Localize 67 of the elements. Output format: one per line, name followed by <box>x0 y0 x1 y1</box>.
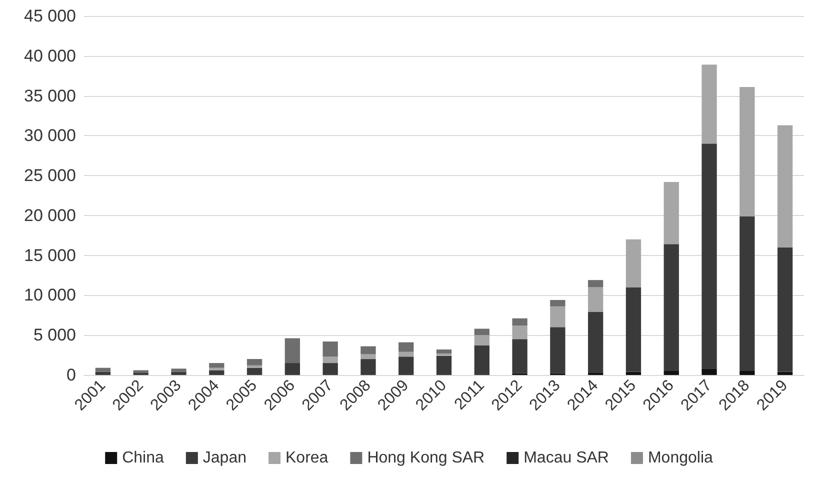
bar <box>550 300 566 306</box>
bar <box>95 372 111 375</box>
bar <box>626 239 642 288</box>
legend-label: Macau SAR <box>524 450 609 466</box>
y-tick-label: 30 000 <box>24 126 76 146</box>
y-tick-label: 0 <box>66 366 76 384</box>
legend-label: Hong Kong SAR <box>367 450 485 466</box>
bar <box>436 356 452 375</box>
bar <box>398 352 414 357</box>
y-tick-label: 15 000 <box>24 246 76 265</box>
bar <box>284 363 300 375</box>
bar <box>360 359 376 375</box>
bar <box>246 359 262 366</box>
bar <box>246 368 262 375</box>
bar <box>398 342 414 352</box>
y-tick-label: 10 000 <box>24 286 76 305</box>
bar <box>512 318 528 326</box>
legend-label: Mongolia <box>648 450 713 466</box>
legend-label: Japan <box>202 450 246 466</box>
y-tick-label: 20 000 <box>24 206 76 225</box>
legend-label: Korea <box>286 450 328 466</box>
bar <box>740 216 755 372</box>
bar <box>436 353 452 356</box>
bar <box>284 338 300 364</box>
bar <box>209 363 224 368</box>
bar <box>702 64 717 144</box>
bar <box>550 306 566 328</box>
bar <box>246 365 262 368</box>
bar <box>171 372 186 375</box>
bar <box>360 354 376 360</box>
y-tick-label: 25 000 <box>24 166 76 186</box>
bar <box>171 368 186 372</box>
bar <box>777 125 793 248</box>
bar <box>133 370 148 373</box>
bar <box>664 244 679 372</box>
bar <box>322 356 338 364</box>
bar <box>322 363 338 375</box>
bar <box>740 371 755 375</box>
bar <box>664 371 679 375</box>
bar <box>550 327 566 374</box>
bar <box>588 287 604 312</box>
y-tick-label: 40 000 <box>24 46 76 66</box>
y-tick-label: 45 000 <box>24 6 76 26</box>
bar <box>436 349 452 354</box>
bar <box>777 247 793 372</box>
bar <box>322 341 338 357</box>
bar <box>740 87 755 216</box>
y-tick-label: 35 000 <box>24 86 76 106</box>
bar <box>588 312 604 373</box>
bar <box>360 346 376 354</box>
bar <box>702 368 717 375</box>
bar <box>398 356 414 375</box>
bar <box>626 287 642 372</box>
bar <box>664 182 679 244</box>
legend-label: China <box>122 450 164 466</box>
bar <box>512 339 528 374</box>
bar <box>512 326 528 340</box>
bar <box>702 144 717 369</box>
bar <box>474 345 490 375</box>
y-tick-label: 5 000 <box>33 326 76 345</box>
bar <box>588 280 604 288</box>
bar <box>474 335 490 346</box>
bar <box>474 328 490 336</box>
bar <box>209 370 224 375</box>
bar <box>777 372 793 375</box>
bar <box>95 368 111 372</box>
bar <box>626 372 642 375</box>
